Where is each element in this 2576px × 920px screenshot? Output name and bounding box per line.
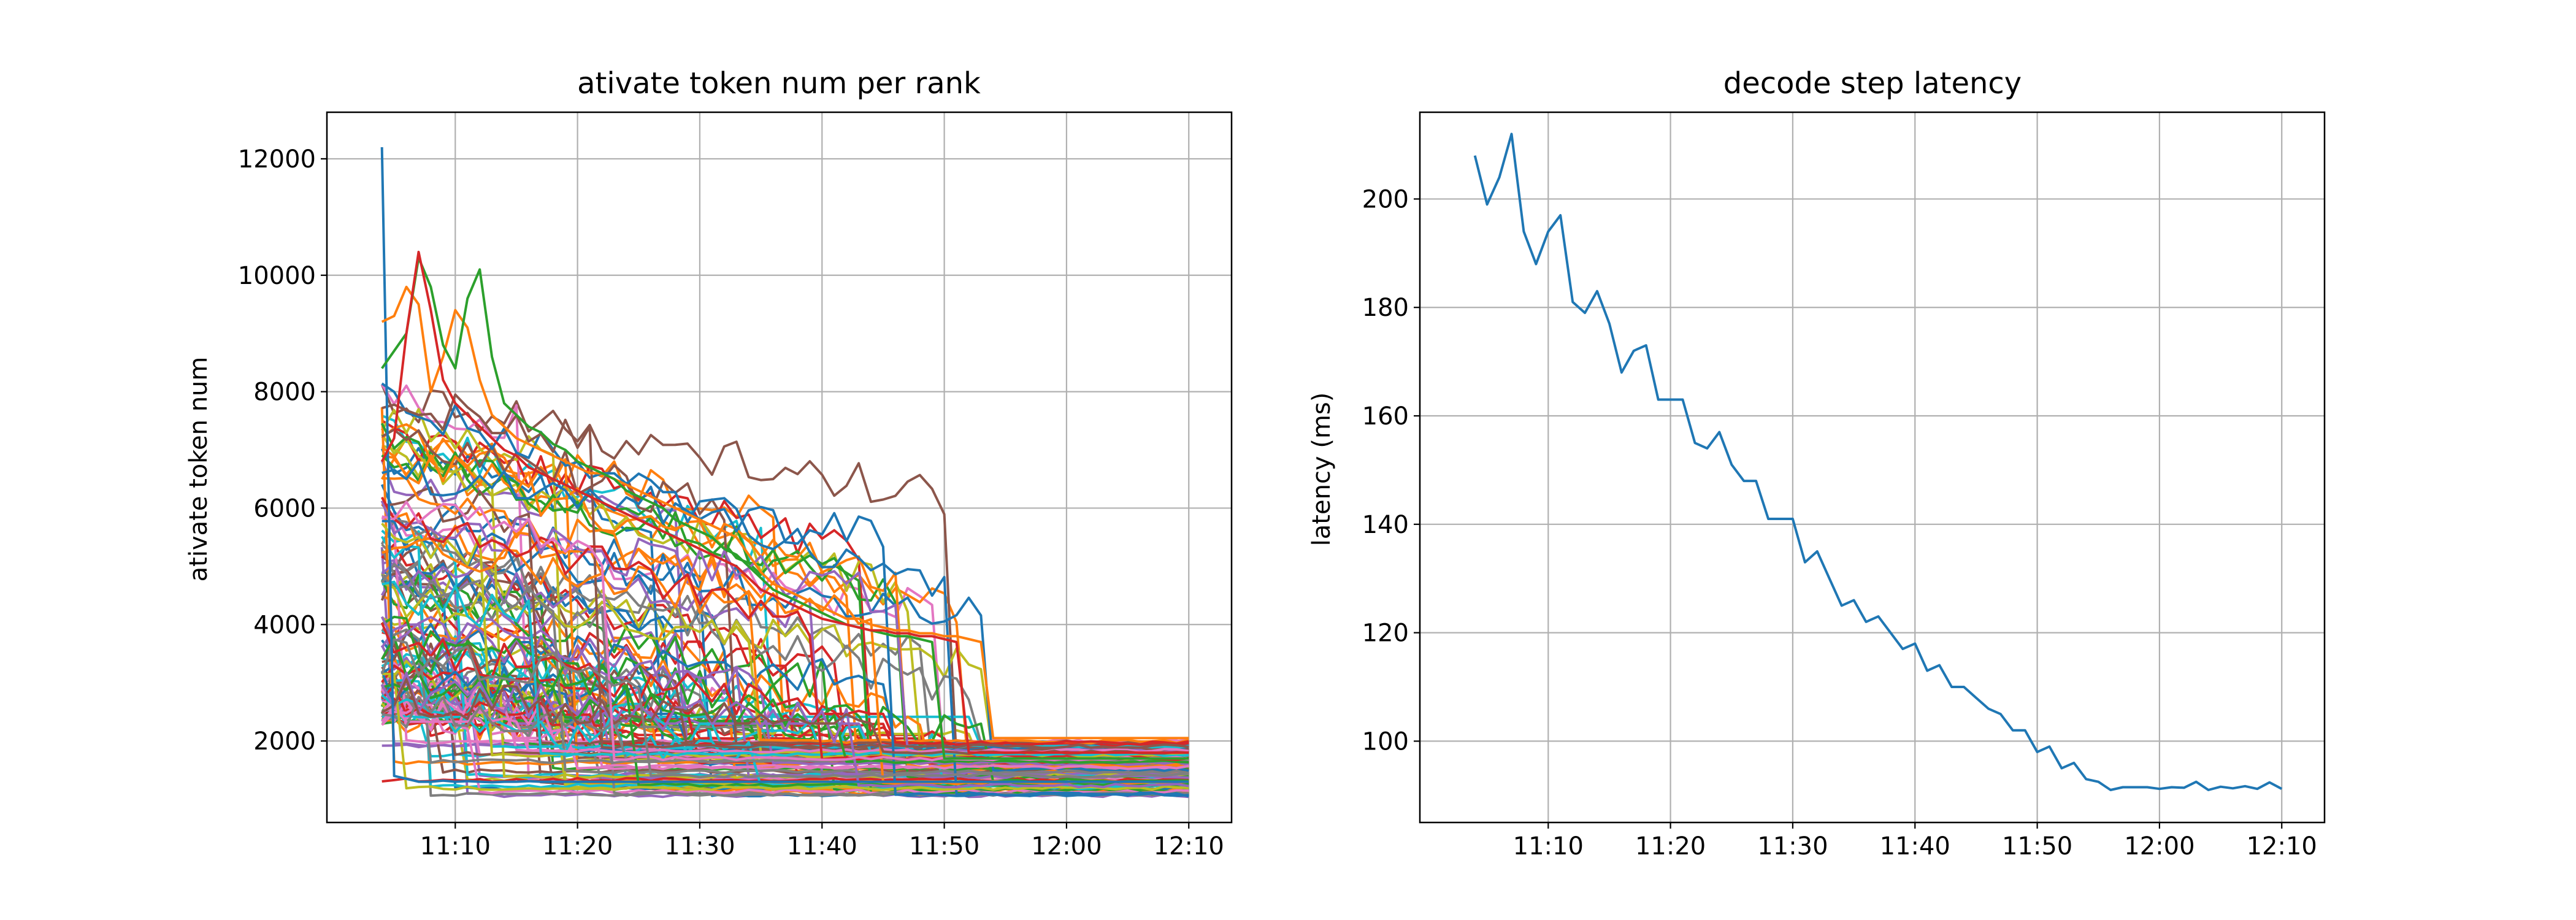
series-line — [381, 692, 1189, 749]
x-tick-label: 11:30 — [1757, 832, 1828, 861]
x-tick-label: 11:50 — [2002, 832, 2072, 861]
series-line — [380, 622, 1189, 746]
axis-ticks: 11:10 11:20 11:30 11:40 11:50 12:00 12:10 100 12… — [1362, 185, 2317, 861]
latency-line — [1473, 132, 2283, 791]
y-tick-label: 12000 — [238, 145, 316, 174]
y-tick-label: 140 — [1362, 511, 1409, 539]
x-tick-label: 12:10 — [2247, 832, 2317, 861]
plot-frame — [326, 111, 1233, 824]
x-tick-label: 12:10 — [1154, 832, 1224, 861]
series-line — [380, 638, 1189, 779]
x-tick-label: 11:40 — [1880, 832, 1950, 861]
series-lines — [380, 147, 1189, 799]
y-axis-label: latency (ms) — [1308, 393, 1336, 546]
series-line — [381, 678, 1189, 756]
y-tick-label: 4000 — [253, 611, 316, 639]
y-tick-label: 2000 — [253, 727, 316, 756]
series-line — [381, 671, 1189, 764]
y-tick-label: 10000 — [238, 262, 316, 290]
y-tick-label: 160 — [1362, 402, 1409, 431]
x-tick-label: 11:10 — [420, 832, 491, 861]
axis-ticks: 11:10 11:20 11:30 11:40 11:50 12:00 12:10 2000 4… — [238, 145, 1224, 861]
series-line — [381, 563, 1189, 775]
y-tick-label: 100 — [1362, 727, 1409, 756]
chart-title: decode step latency — [1723, 66, 2022, 101]
series-line — [380, 671, 1189, 789]
series-line-rank-3 — [380, 250, 1189, 754]
x-tick-label: 11:20 — [542, 832, 613, 861]
y-tick-label: 200 — [1362, 185, 1409, 213]
y-tick-label: 8000 — [253, 378, 316, 407]
series-line — [380, 496, 1189, 761]
series-line — [381, 537, 1189, 786]
series-line — [381, 500, 1189, 762]
chart-title: ativate token num per rank — [577, 66, 981, 101]
x-tick-label: 11:30 — [664, 832, 735, 861]
series-line-rank-2 — [381, 256, 1189, 760]
y-tick-label: 6000 — [253, 494, 316, 523]
series-lines — [1473, 132, 2283, 791]
x-tick-label: 11:40 — [787, 832, 857, 861]
series-line — [381, 461, 1189, 798]
grid-lines — [1420, 112, 2325, 822]
x-tick-label: 12:00 — [1031, 832, 1102, 861]
y-tick-label: 120 — [1362, 619, 1409, 648]
plot-frame — [1419, 111, 2326, 824]
x-tick-label: 11:20 — [1635, 832, 1706, 861]
series-line-rank-1 — [381, 285, 1189, 740]
token-chart: ativate token num per rank ativate token… — [185, 66, 1233, 861]
series-line — [381, 702, 1189, 770]
x-tick-label: 11:50 — [909, 832, 979, 861]
y-axis-label: ativate token num — [185, 357, 213, 582]
latency-chart: decode step latency latency (ms) 11:10 11… — [1308, 66, 2326, 861]
series-line — [381, 696, 1189, 764]
x-tick-label: 11:10 — [1513, 832, 1584, 861]
series-line-rank-0 — [380, 147, 1189, 784]
y-tick-label: 180 — [1362, 294, 1409, 322]
series-line — [381, 446, 1189, 769]
x-tick-label: 12:00 — [2124, 832, 2195, 861]
series-line — [381, 580, 1189, 757]
